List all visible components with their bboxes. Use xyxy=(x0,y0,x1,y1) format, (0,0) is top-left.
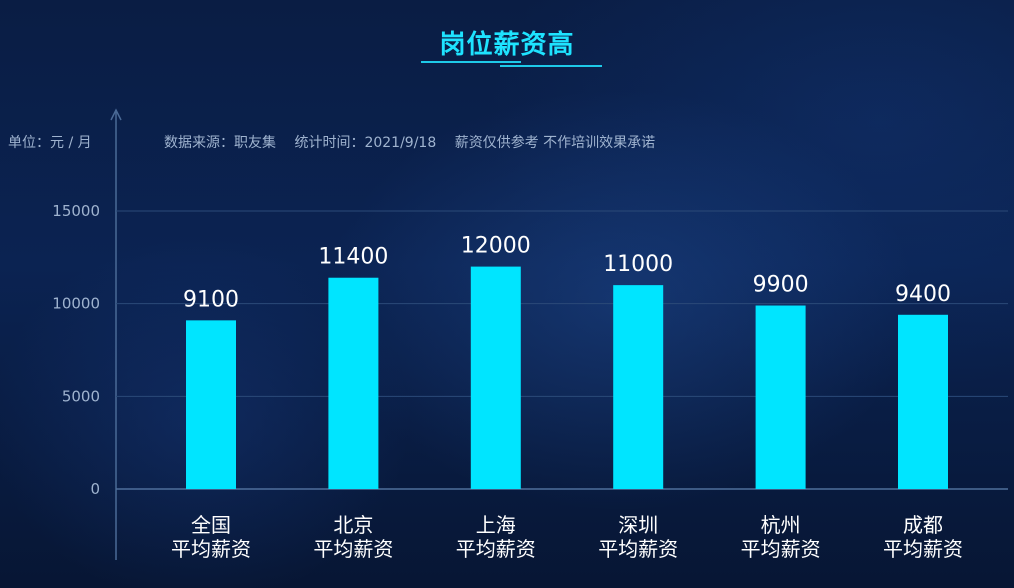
bar xyxy=(328,277,379,489)
bar xyxy=(186,320,236,489)
y-axis-arrow-icon xyxy=(110,108,122,121)
x-tick-label: 平均薪资 xyxy=(598,537,678,561)
y-tick-label: 5000 xyxy=(62,387,100,405)
bar xyxy=(613,285,664,489)
x-tick-label: 平均薪资 xyxy=(741,537,821,561)
disclaimer-text: 薪资仅供参考 不作培训效果承诺 xyxy=(454,135,656,151)
data-label: 9400 xyxy=(895,282,951,307)
bar xyxy=(755,305,806,489)
x-tick-label: 上海 xyxy=(476,513,516,537)
bar xyxy=(470,266,521,489)
x-tick-label: 北京 xyxy=(333,513,373,537)
x-tick-label: 杭州 xyxy=(761,513,801,537)
x-tick-label: 深圳 xyxy=(618,513,658,537)
stat-time-text: 统计时间：2021/9/18 xyxy=(294,135,437,151)
title-area: 岗位薪资高 xyxy=(0,0,1014,80)
x-tick-label: 平均薪资 xyxy=(883,537,963,561)
unit-label: 单位：元 / 月 xyxy=(8,135,92,151)
x-tick-label: 全国 xyxy=(191,513,231,537)
data-labels: 9100 11400 12000 11000 9900 9400 xyxy=(183,234,951,313)
source-info: 数据来源：职友集 统计时间：2021/9/18 薪资仅供参考 不作培训效果承诺 xyxy=(164,132,669,152)
y-tick-label: 15000 xyxy=(52,202,100,220)
data-label: 9100 xyxy=(183,287,239,312)
data-label: 9900 xyxy=(753,273,809,298)
data-label: 11400 xyxy=(318,245,388,270)
bars xyxy=(186,266,948,489)
data-label: 11000 xyxy=(603,252,673,277)
y-tick-label: 10000 xyxy=(52,295,100,313)
x-tick-label: 成都 xyxy=(903,513,943,537)
y-tick-label: 0 xyxy=(90,480,100,498)
data-label: 12000 xyxy=(461,234,531,259)
y-tick-labels: 0 5000 10000 15000 xyxy=(52,202,100,498)
x-tick-label: 平均薪资 xyxy=(313,537,393,561)
title-underline-left xyxy=(421,61,521,63)
grid-lines xyxy=(116,210,1008,490)
bar xyxy=(898,314,948,489)
chart-decor xyxy=(110,108,122,560)
x-tick-label: 平均薪资 xyxy=(456,537,536,561)
x-tick-label: 平均薪资 xyxy=(171,537,251,561)
data-source-text: 数据来源：职友集 xyxy=(164,135,276,151)
title-underline-right xyxy=(500,65,602,67)
chart-title: 岗位薪资高 xyxy=(439,30,575,60)
